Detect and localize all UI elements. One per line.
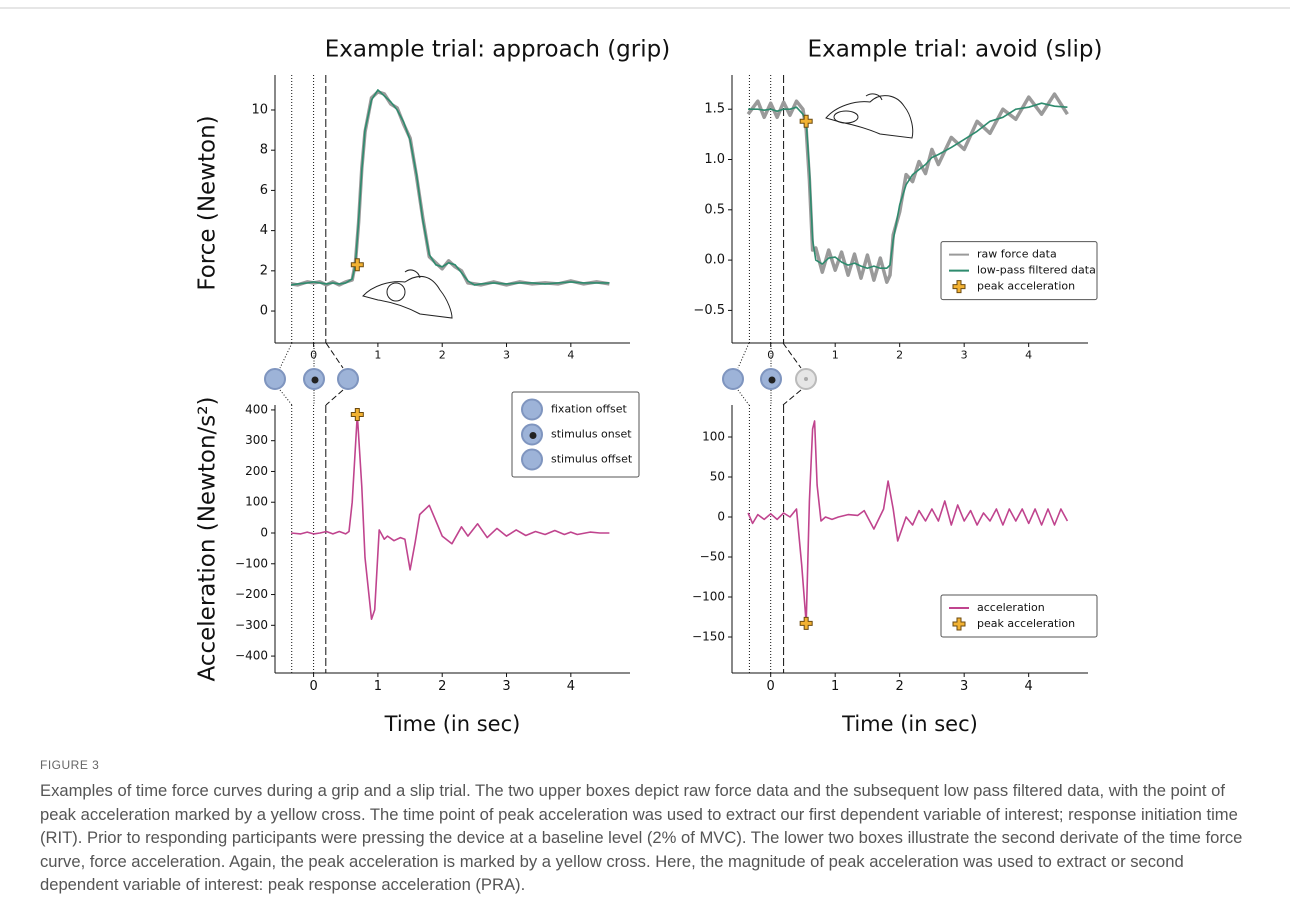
chart-title: Example trial: avoid (slip) [808, 37, 1103, 63]
legend-icon-dot [529, 432, 537, 439]
legend-label: acceleration [977, 601, 1045, 614]
y-tick-label: 0 [260, 526, 268, 540]
legend-label: fixation offset [551, 403, 628, 416]
x-tick-label: 0 [767, 679, 775, 694]
series-line [290, 89, 610, 286]
series-line [747, 420, 1069, 625]
x-tick-label: 1 [831, 679, 839, 694]
legend-label: stimulus onset [551, 428, 632, 441]
legend-label: peak acceleration [977, 617, 1075, 630]
event-connectors [279, 342, 802, 406]
legend-swatch [952, 280, 966, 294]
legend-label: raw force data [977, 248, 1057, 261]
legend-icon [521, 398, 543, 421]
chart-title: Example trial: approach (grip) [325, 37, 670, 63]
y-axis-label: Acceleration (Newton/s²) [195, 397, 221, 682]
y-tick-label: 0 [717, 510, 725, 524]
y-tick-label: 200 [245, 464, 268, 478]
x-tick-label: 4 [1025, 679, 1033, 694]
x-axis-label: Time (in sec) [841, 712, 978, 736]
y-tick-label: 50 [710, 470, 725, 484]
y-tick-label: 400 [245, 402, 268, 416]
y-tick-label: 8 [260, 143, 268, 158]
y-tick-label: −150 [692, 630, 725, 644]
x-tick-label: 1 [374, 349, 381, 362]
figure-label: FIGURE 3 [40, 758, 100, 772]
y-tick-label: 0.5 [704, 202, 725, 217]
x-tick-label: 3 [961, 349, 968, 362]
legend-icon [521, 448, 543, 471]
y-tick-label: −300 [235, 618, 268, 632]
legend-box [940, 241, 1098, 301]
legend-label: stimulus offset [551, 453, 633, 466]
y-tick-label: 1.5 [704, 102, 725, 117]
y-axis-label: Force (Newton) [195, 115, 221, 290]
series-line [746, 92, 1069, 284]
y-tick-label: −100 [692, 590, 725, 604]
y-tick-label: 100 [702, 430, 725, 444]
y-tick-label: 0 [260, 304, 268, 319]
y-tick-label: 2 [260, 263, 268, 278]
x-tick-label: 0 [310, 349, 317, 362]
y-tick-label: 6 [260, 183, 268, 198]
x-tick-label: 3 [960, 679, 968, 694]
x-tick-label: 4 [567, 349, 574, 362]
peak-marker [350, 258, 364, 272]
x-tick-label: 3 [502, 679, 510, 694]
series-line [291, 413, 610, 620]
y-tick-label: −100 [235, 556, 268, 570]
x-tick-label: 0 [767, 349, 774, 362]
legend-label: peak acceleration [977, 280, 1075, 293]
x-tick-label: 1 [832, 349, 839, 362]
event-icons [264, 368, 817, 390]
legend-swatch [952, 617, 966, 631]
x-tick-label: 2 [896, 679, 904, 694]
y-tick-label: −0.5 [693, 303, 725, 318]
legend-box [511, 391, 640, 478]
peak-marker [799, 114, 813, 128]
series-line [748, 102, 1068, 269]
hand-slip-sketch [825, 93, 914, 139]
peak-marker [799, 616, 813, 630]
y-tick-label: 10 [251, 102, 268, 117]
hand-grip-sketch [362, 269, 453, 319]
x-tick-label: 2 [438, 679, 446, 694]
figure-caption: Examples of time force curves during a g… [40, 781, 1243, 894]
legend-box [940, 594, 1098, 638]
y-tick-label: −50 [700, 550, 725, 564]
x-tick-label: 3 [503, 349, 510, 362]
series-line [290, 90, 610, 287]
y-tick-label: −400 [235, 649, 268, 663]
x-tick-label: 0 [309, 679, 317, 694]
x-tick-label: 4 [1025, 349, 1032, 362]
peak-marker [350, 408, 364, 422]
y-tick-label: 300 [245, 433, 268, 447]
y-tick-label: 100 [245, 495, 268, 509]
y-tick-label: −200 [235, 587, 268, 601]
x-tick-label: 4 [567, 679, 575, 694]
x-tick-label: 2 [896, 349, 903, 362]
x-axis-label: Time (in sec) [384, 712, 521, 736]
y-tick-label: 4 [260, 223, 268, 238]
x-tick-label: 1 [374, 679, 382, 694]
y-tick-label: 0.0 [704, 253, 725, 268]
legend-label: low-pass filtered data [977, 264, 1096, 277]
y-tick-label: 1.0 [704, 152, 725, 167]
x-tick-label: 2 [439, 349, 446, 362]
